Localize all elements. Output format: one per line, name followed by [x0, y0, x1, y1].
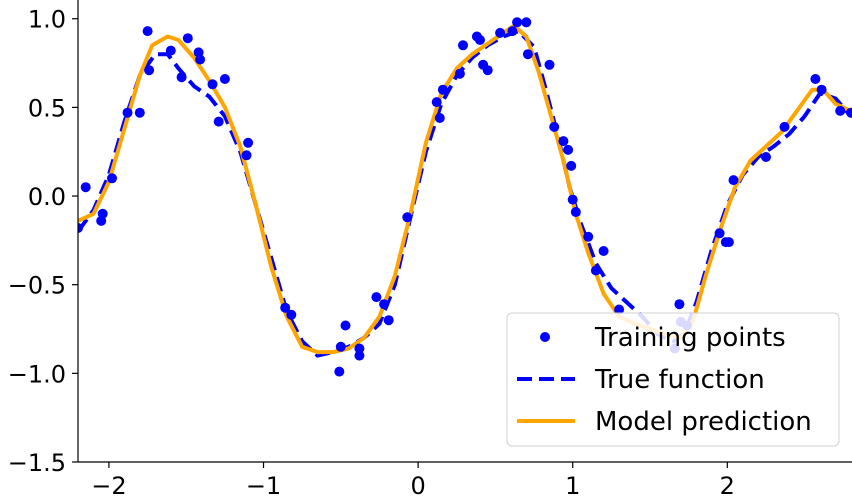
legend: Training points True function Model predic… [506, 312, 840, 447]
training-point [195, 54, 206, 65]
training-point [598, 246, 609, 256]
training-point [570, 207, 581, 217]
axes: −2 −1 0 1 2 −1.5 −1.0 −0.5 0.0 0.5 1.0 [8, 0, 852, 499]
training-point [723, 237, 734, 248]
training-point [674, 299, 685, 310]
x-tick-label: 2 [720, 472, 735, 499]
training-point [213, 116, 224, 127]
training-point [475, 35, 485, 45]
legend-label: True function [594, 365, 765, 395]
training-point [165, 45, 176, 56]
training-point [482, 65, 493, 76]
training-point [779, 121, 790, 132]
training-point [142, 26, 153, 37]
training-point [280, 302, 291, 313]
y-tick-label: 0.0 [28, 183, 66, 211]
legend-box [506, 312, 840, 447]
training-point [107, 173, 117, 184]
y-tick-label: 0.5 [28, 94, 66, 122]
training-point [458, 40, 468, 51]
legend-label: Model prediction [595, 407, 812, 437]
training-point [379, 299, 390, 310]
y-tick-label: −1.5 [8, 449, 66, 477]
plot-area [78, 17, 852, 377]
training-point [583, 231, 594, 242]
training-point [354, 350, 365, 361]
training-point [835, 105, 846, 116]
training-point [558, 136, 569, 147]
training-point [544, 59, 555, 70]
training-point [566, 160, 577, 171]
training-point [80, 182, 91, 193]
legend-label: Training points [594, 323, 786, 353]
training-point [549, 121, 560, 132]
training-point [614, 304, 625, 315]
y-tick-label: −1.0 [8, 360, 66, 388]
training-point [243, 137, 254, 148]
training-point [810, 74, 821, 84]
training-point [176, 72, 187, 83]
legend-marker-training-points [540, 332, 550, 342]
x-tick-label: 0 [410, 472, 425, 499]
y-tick-label: −0.5 [8, 272, 66, 300]
training-point [122, 107, 133, 118]
training-point [241, 150, 252, 161]
training-point [567, 194, 578, 205]
training-point [340, 320, 351, 331]
x-tick-label: −1 [246, 472, 281, 499]
training-point [714, 228, 725, 239]
training-point [521, 17, 532, 28]
y-tick-label: 1.0 [28, 6, 66, 34]
training-point [522, 49, 533, 60]
x-tick-label: 1 [565, 472, 580, 499]
training-point [97, 208, 108, 219]
training-point [383, 315, 394, 326]
training-point [335, 341, 346, 352]
training-point [495, 27, 506, 38]
training-point [846, 107, 852, 118]
training-point [434, 113, 445, 123]
training-point [590, 265, 601, 276]
series-line-model-prediction [78, 23, 852, 355]
training-point [816, 84, 827, 95]
training-point [431, 97, 442, 108]
training-point [728, 175, 739, 186]
series-line-true-function [78, 29, 852, 358]
training-point [334, 366, 345, 377]
training-point [144, 65, 155, 76]
training-point [134, 107, 145, 118]
training-point [371, 292, 382, 303]
training-point [507, 26, 518, 37]
training-point [78, 223, 83, 233]
training-point [402, 212, 413, 223]
training-point [182, 33, 193, 44]
plot-series-group [78, 17, 852, 377]
training-point [512, 17, 523, 28]
training-point [219, 74, 230, 84]
training-point [761, 152, 771, 162]
training-point [563, 144, 574, 155]
x-tick-label: −2 [91, 472, 126, 499]
training-point [286, 309, 297, 320]
training-point [207, 79, 218, 90]
training-point [437, 84, 448, 95]
training-point [354, 343, 365, 354]
training-point [454, 68, 465, 79]
